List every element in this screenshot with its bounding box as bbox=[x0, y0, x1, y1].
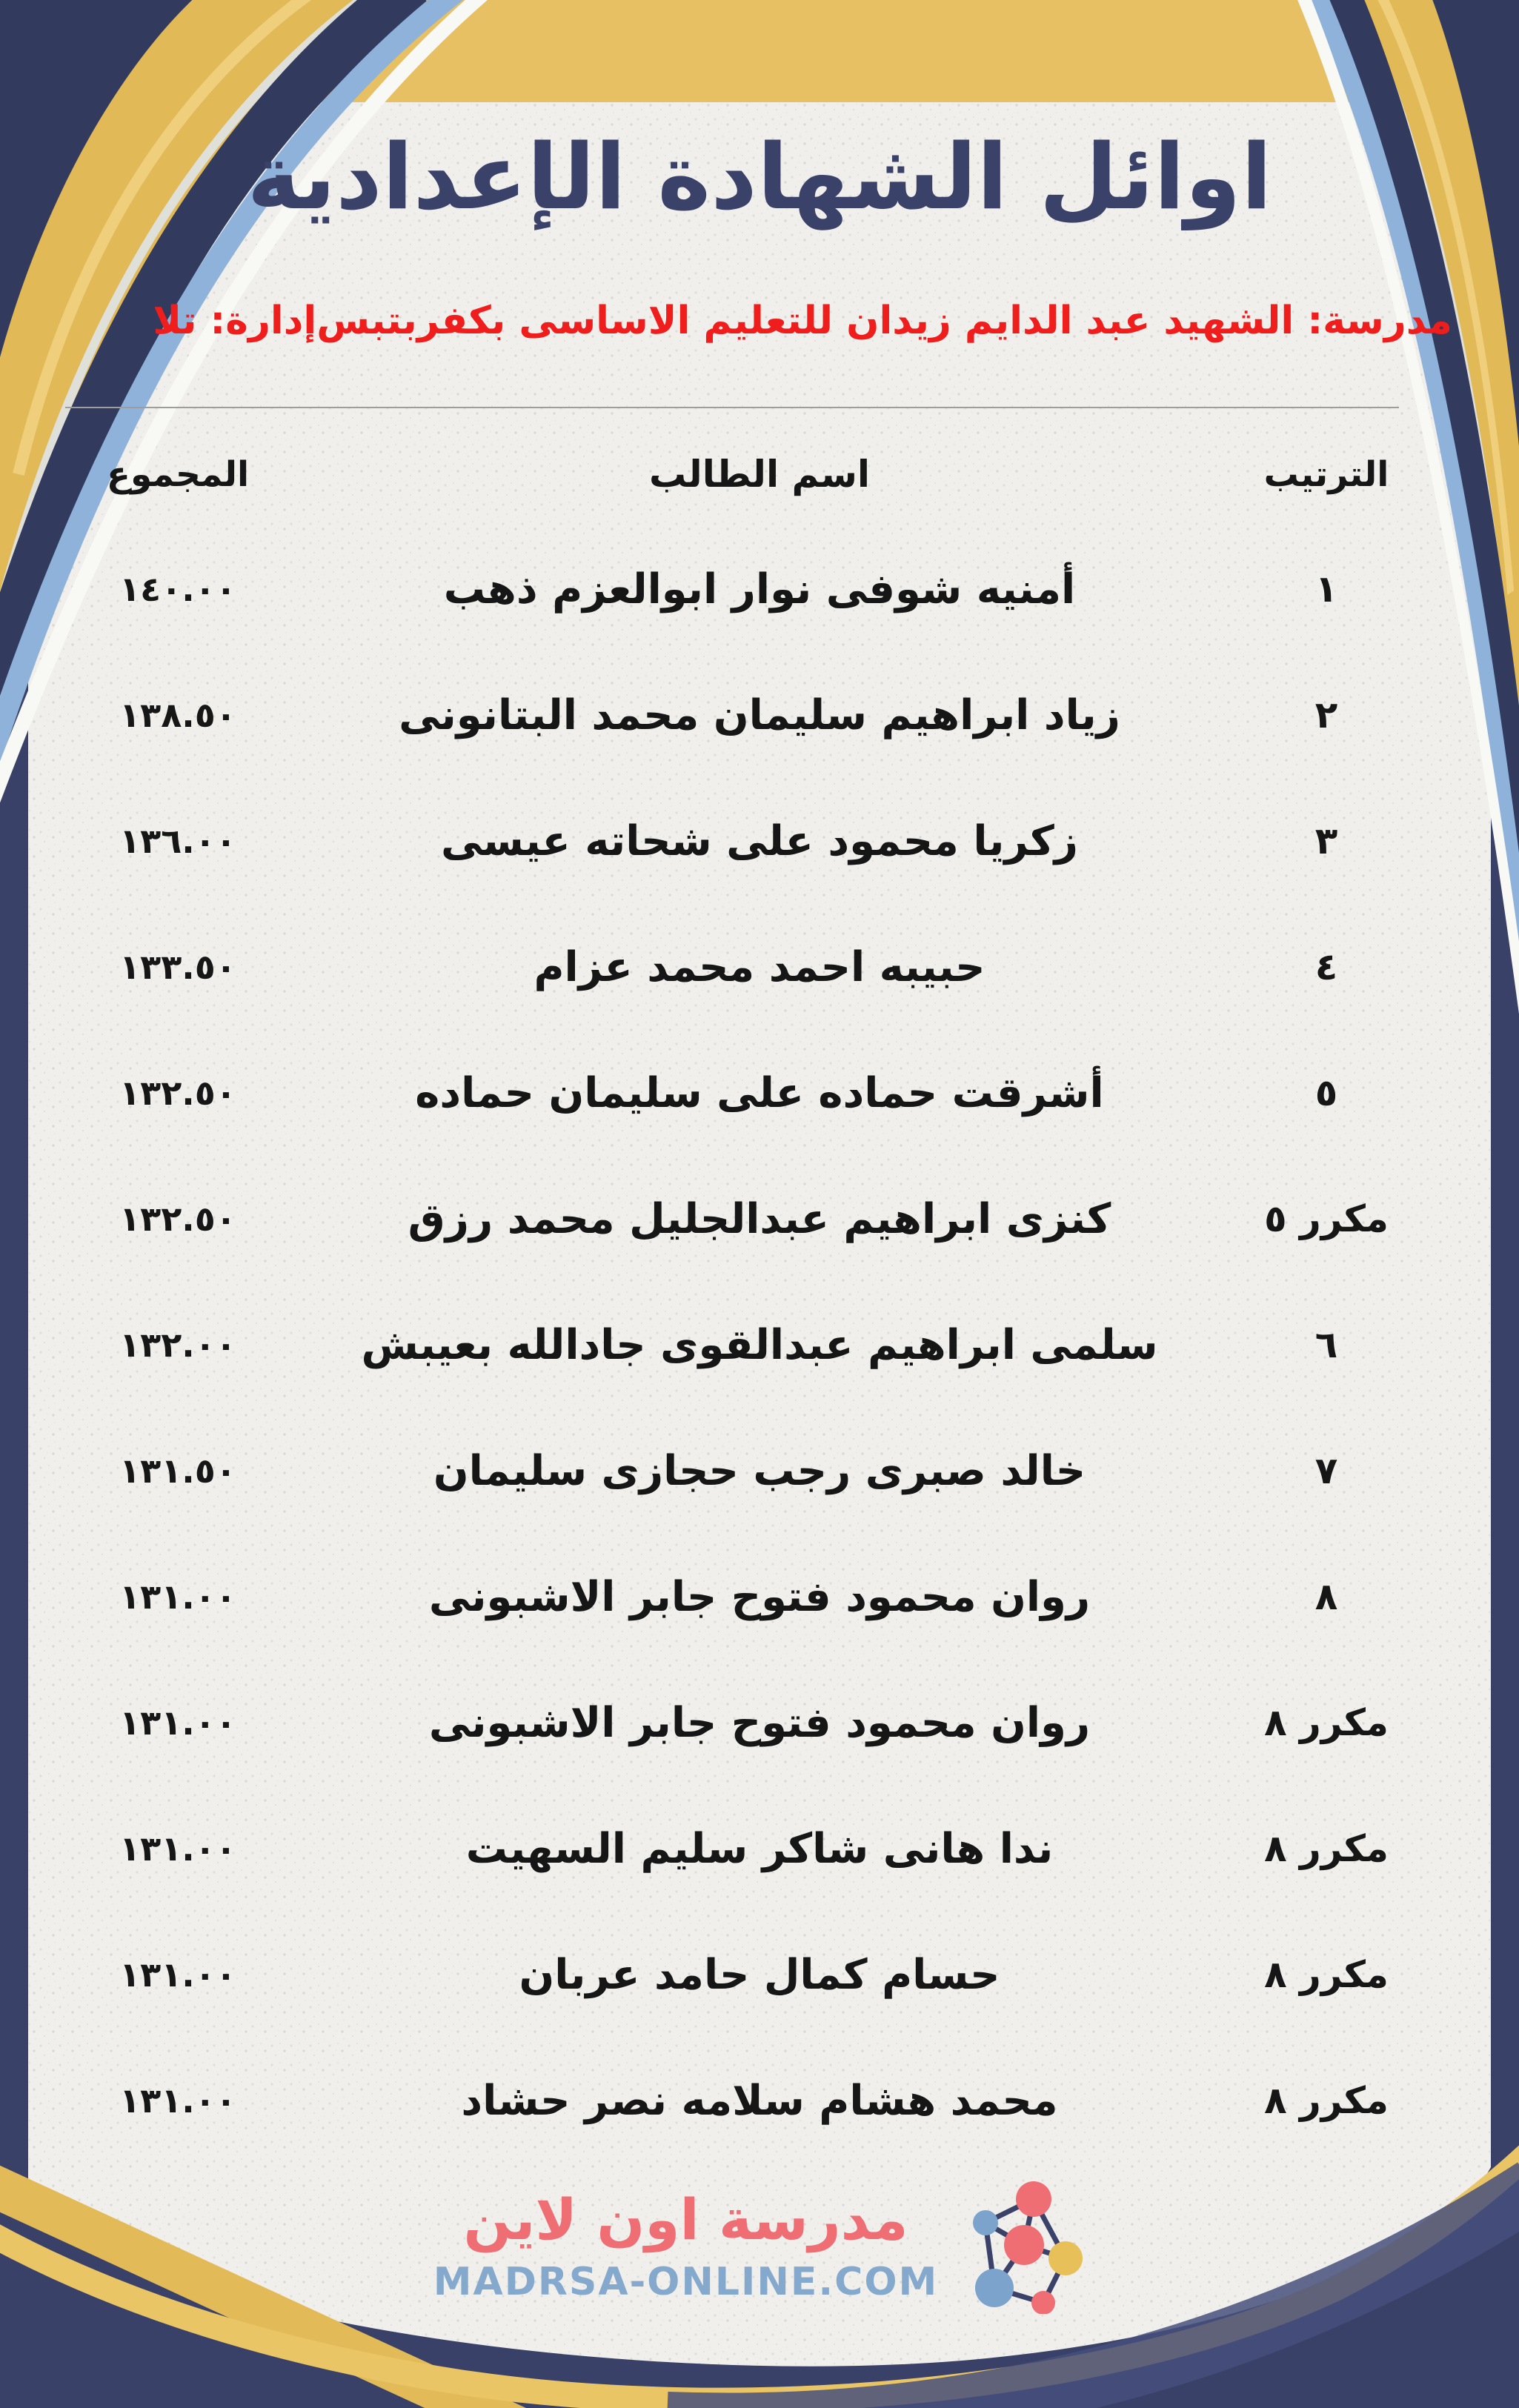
table-row: مكرر ٨ ندا هانى شاكر سليم السهيت ١٣١.٠٠ bbox=[44, 1786, 1445, 1912]
table-row: مكرر ٨ حسام كمال حامد عربان ١٣١.٠٠ bbox=[44, 1912, 1445, 2038]
rank-cell: ٤ bbox=[1314, 945, 1338, 988]
total-cell: ١٣٢.٠٠ bbox=[119, 1325, 236, 1365]
page-title: اوائل الشهادة الإعدادية bbox=[247, 124, 1272, 230]
administration-name: إدارة: تلا bbox=[153, 299, 317, 343]
rank-cell: ٥ bbox=[1314, 1071, 1338, 1114]
footer-brand: مدرسة اون لاين MADRSA-ONLINE.COM bbox=[0, 2177, 1519, 2314]
rank-cell: مكرر ٨ bbox=[1264, 1827, 1389, 1870]
rank-cell: مكرر ٨ bbox=[1264, 2079, 1389, 2122]
student-name-cell: روان محمود فتوح جابر الاشبونى bbox=[428, 1698, 1091, 1747]
student-name-cell: محمد هشام سلامه نصر حشاد bbox=[461, 2076, 1058, 2125]
rank-cell: مكرر ٨ bbox=[1264, 1701, 1389, 1744]
total-cell: ١٣٢.٥٠ bbox=[119, 1199, 236, 1239]
brand-arabic: مدرسة اون لاين bbox=[463, 2186, 908, 2252]
student-name-cell: زياد ابراهيم سليمان محمد البتانونى bbox=[399, 691, 1120, 739]
rank-cell: ٣ bbox=[1314, 819, 1338, 862]
bottom-gold-ribbon bbox=[0, 2165, 526, 2408]
total-cell: ١٣٢.٥٠ bbox=[119, 1073, 236, 1113]
total-cell: ١٣١.٠٠ bbox=[119, 1955, 236, 1995]
rank-cell: ٨ bbox=[1314, 1575, 1338, 1618]
rank-cell: مكرر ٥ bbox=[1264, 1197, 1389, 1240]
student-name-cell: خالد صبرى رجب حجازى سليمان bbox=[433, 1446, 1086, 1495]
total-cell: ١٤٠.٠٠ bbox=[119, 569, 236, 609]
network-logo-icon bbox=[973, 2181, 1083, 2314]
corner-ribbons-top-right bbox=[1297, 0, 1519, 1014]
student-name-cell: حبيبه احمد محمد عزام bbox=[534, 942, 985, 991]
table-row: ٥ أشرقت حماده على سليمان حماده ١٣٢.٥٠ bbox=[44, 1030, 1445, 1156]
total-cell: ١٣٦.٠٠ bbox=[119, 821, 236, 861]
table-row: مكرر ٥ كنزى ابراهيم عبدالجليل محمد رزق ١٣٢… bbox=[44, 1156, 1445, 1282]
results-table: الترتيب اسم الطالب المجموع ١ أمنيه شوفى ن… bbox=[44, 441, 1445, 2163]
student-name-cell: زكريا محمود على شحاته عيسى bbox=[440, 816, 1079, 865]
student-name-cell: أمنيه شوفى نوار ابوالعزم ذهب bbox=[443, 565, 1076, 613]
table-row: ٢ زياد ابراهيم سليمان محمد البتانونى ١٣٨.٥… bbox=[44, 652, 1445, 778]
table-row: ١ أمنيه شوفى نوار ابوالعزم ذهب ١٤٠.٠٠ bbox=[44, 526, 1445, 652]
paper-sheet bbox=[28, 102, 1491, 2367]
table-row: ٦ سلمى ابراهيم عبدالقوى جادالله بعيبش ١٣٢.… bbox=[44, 1282, 1445, 1408]
student-name-cell: ندا هانى شاكر سليم السهيت bbox=[465, 1824, 1054, 1873]
table-row: ٣ زكريا محمود على شحاته عيسى ١٣٦.٠٠ bbox=[44, 778, 1445, 904]
total-cell: ١٣١.٥٠ bbox=[119, 1451, 236, 1491]
total-cell: ١٣١.٠٠ bbox=[119, 1829, 236, 1869]
corner-ribbons-top-left bbox=[0, 0, 488, 803]
table-row: مكرر ٨ روان محمود فتوح جابر الاشبونى ١٣١.٠… bbox=[44, 1660, 1445, 1786]
table-row: ٨ روان محمود فتوح جابر الاشبونى ١٣١.٠٠ bbox=[44, 1534, 1445, 1660]
divider bbox=[65, 407, 1399, 408]
school-name: مدرسة: الشهيد عبد الدايم زيدان للتعليم ا… bbox=[316, 299, 1452, 343]
student-name-cell: أشرقت حماده على سليمان حماده bbox=[415, 1068, 1104, 1117]
student-name-cell: روان محمود فتوح جابر الاشبونى bbox=[428, 1572, 1091, 1621]
rank-cell: ٦ bbox=[1314, 1323, 1338, 1366]
total-cell: ١٣١.٠٠ bbox=[119, 1577, 236, 1617]
brand-text-block: مدرسة اون لاين MADRSA-ONLINE.COM bbox=[433, 2186, 939, 2304]
rank-header: الترتيب bbox=[1263, 453, 1389, 495]
total-cell: ١٣١.٠٠ bbox=[119, 1703, 236, 1743]
rank-cell: مكرر ٨ bbox=[1264, 1953, 1389, 1996]
student-name-cell: سلمى ابراهيم عبدالقوى جادالله بعيبش bbox=[361, 1320, 1158, 1369]
table-header-row: الترتيب اسم الطالب المجموع bbox=[44, 441, 1445, 508]
table-row: مكرر ٨ محمد هشام سلامه نصر حشاد ١٣١.٠٠ bbox=[44, 2038, 1445, 2163]
name-header: اسم الطالب bbox=[648, 453, 871, 496]
table-row: ٧ خالد صبرى رجب حجازى سليمان ١٣١.٥٠ bbox=[44, 1408, 1445, 1534]
rank-cell: ١ bbox=[1314, 568, 1338, 611]
total-cell: ١٣٣.٥٠ bbox=[119, 947, 236, 987]
student-name-cell: حسام كمال حامد عربان bbox=[519, 1950, 1000, 1999]
table-row: ٤ حبيبه احمد محمد عزام ١٣٣.٥٠ bbox=[44, 904, 1445, 1030]
rank-cell: ٢ bbox=[1314, 694, 1338, 736]
total-header: المجموع bbox=[106, 453, 250, 495]
table-body: ١ أمنيه شوفى نوار ابوالعزم ذهب ١٤٠.٠٠ ٢ زياد… bbox=[44, 526, 1445, 2163]
rank-cell: ٧ bbox=[1314, 1449, 1338, 1492]
subtitle-row: مدرسة: الشهيد عبد الدايم زيدان للتعليم ا… bbox=[153, 289, 1452, 353]
bottom-light-navy-band bbox=[667, 2162, 1519, 2408]
total-cell: ١٣١.٠٠ bbox=[119, 2081, 236, 2121]
total-cell: ١٣٨.٥٠ bbox=[119, 695, 236, 735]
brand-domain: MADRSA-ONLINE.COM bbox=[433, 2260, 939, 2304]
student-name-cell: كنزى ابراهيم عبدالجليل محمد رزق bbox=[408, 1194, 1111, 1243]
